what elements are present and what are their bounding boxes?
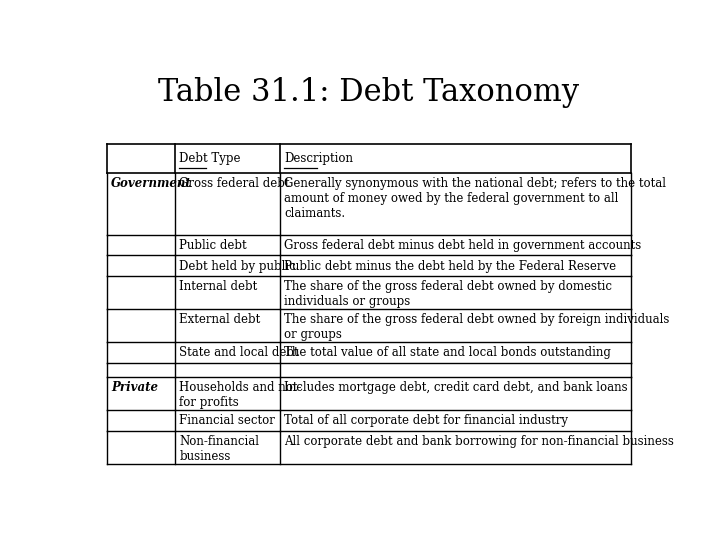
Text: External debt: External debt: [179, 313, 261, 326]
Text: Includes mortgage debt, credit card debt, and bank loans: Includes mortgage debt, credit card debt…: [284, 381, 628, 394]
Text: Financial sector: Financial sector: [179, 415, 275, 428]
Text: Debt Type: Debt Type: [179, 152, 241, 165]
Text: All corporate debt and bank borrowing for non-financial business: All corporate debt and bank borrowing fo…: [284, 435, 674, 448]
Text: Public debt minus the debt held by the Federal Reserve: Public debt minus the debt held by the F…: [284, 260, 616, 273]
Text: Non-financial
business: Non-financial business: [179, 435, 259, 463]
Text: Public debt: Public debt: [179, 239, 247, 252]
Text: The total value of all state and local bonds outstanding: The total value of all state and local b…: [284, 346, 611, 359]
Text: Total of all corporate debt for financial industry: Total of all corporate debt for financia…: [284, 415, 568, 428]
Text: Private: Private: [111, 381, 158, 394]
Text: Households and not-
for profits: Households and not- for profits: [179, 381, 302, 409]
Text: Gross federal debt minus debt held in government accounts: Gross federal debt minus debt held in go…: [284, 239, 642, 252]
Text: Generally synonymous with the national debt; refers to the total
amount of money: Generally synonymous with the national d…: [284, 177, 666, 220]
Text: The share of the gross federal debt owned by foreign individuals
or groups: The share of the gross federal debt owne…: [284, 313, 670, 341]
Text: State and local debt: State and local debt: [179, 346, 299, 359]
Text: Gross federal debt: Gross federal debt: [179, 177, 290, 190]
Text: Description: Description: [284, 152, 354, 165]
Text: Internal debt: Internal debt: [179, 280, 258, 293]
Text: Table 31.1: Debt Taxonomy: Table 31.1: Debt Taxonomy: [158, 77, 580, 109]
Text: Government: Government: [111, 177, 192, 190]
Text: The share of the gross federal debt owned by domestic
individuals or groups: The share of the gross federal debt owne…: [284, 280, 612, 308]
Text: Debt held by public: Debt held by public: [179, 260, 296, 273]
